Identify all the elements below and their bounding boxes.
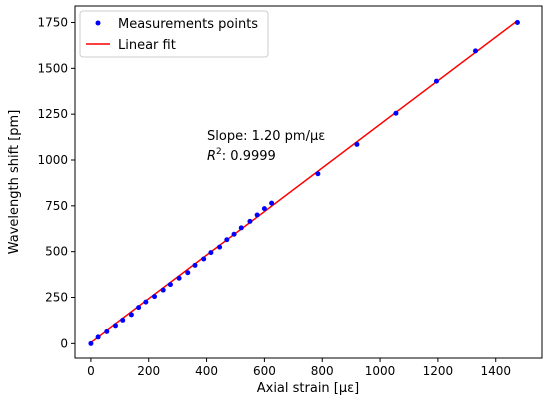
data-point <box>231 231 237 237</box>
data-point <box>104 328 110 334</box>
y-axis-label: Wavelength shift [pm] <box>7 110 22 255</box>
x-tick-label: 200 <box>137 364 160 378</box>
axes-frame <box>74 5 543 359</box>
x-tick-label: 0 <box>87 364 95 378</box>
data-point <box>88 340 94 346</box>
x-tick-label: 400 <box>195 364 218 378</box>
x-tick-label: 600 <box>253 364 276 378</box>
data-point <box>514 20 520 25</box>
data-point <box>128 312 134 318</box>
y-tick-label: 500 <box>45 245 68 259</box>
data-point <box>152 294 158 300</box>
data-point <box>433 78 439 84</box>
data-point <box>201 256 207 262</box>
y-tick-label: 1500 <box>37 61 68 75</box>
y-tick-label: 1250 <box>37 107 68 121</box>
x-tick-label: 1200 <box>423 364 454 378</box>
y-tick-label: 750 <box>45 199 68 213</box>
data-point <box>238 225 244 231</box>
data-point <box>167 282 173 288</box>
annotation-slope: Slope: 1.20 pm/με <box>207 129 325 144</box>
data-point <box>160 287 166 293</box>
data-point <box>185 270 191 276</box>
y-tick-label: 250 <box>45 291 68 305</box>
data-point <box>217 244 223 250</box>
legend-box <box>79 10 269 58</box>
x-axis-label: Axial strain [με] <box>257 381 360 396</box>
data-point <box>393 110 399 116</box>
annotation-r-squared-value: : 0.9999 <box>222 149 276 164</box>
data-point <box>261 206 267 212</box>
data-point <box>254 212 260 218</box>
data-point <box>315 171 321 177</box>
y-tick-label: 1750 <box>37 16 68 30</box>
data-point <box>208 250 214 256</box>
annotation-r-squared: R2: 0.9999 <box>207 147 276 164</box>
data-point <box>247 218 253 224</box>
data-point <box>224 237 230 243</box>
data-point <box>143 299 149 305</box>
plot-area <box>88 20 520 346</box>
legend-label-measurements: Measurements points <box>118 17 258 32</box>
x-tick-label: 1000 <box>365 364 396 378</box>
y-tick-label: 1000 <box>37 153 68 167</box>
data-point <box>192 262 198 268</box>
y-tick-label: 0 <box>60 336 68 350</box>
legend: Measurements points Linear fit <box>79 10 269 58</box>
ticks: 0 200 400 600 800 1000 1200 1400 0 250 500 750 1000 1… <box>37 16 511 379</box>
data-point <box>269 200 275 206</box>
data-point <box>112 323 118 329</box>
data-point <box>354 141 360 147</box>
x-tick-label: 1400 <box>480 364 511 378</box>
annotation-r-squared-symbol: R <box>207 149 216 164</box>
data-point <box>136 305 142 311</box>
data-point <box>95 334 101 340</box>
annotation-r-squared-exponent: 2 <box>216 147 222 157</box>
data-point <box>120 317 126 323</box>
legend-label-linear-fit: Linear fit <box>118 38 176 53</box>
x-tick-label: 800 <box>311 364 334 378</box>
data-point <box>176 275 182 281</box>
data-point <box>472 48 478 54</box>
legend-marker-measurements <box>95 20 101 26</box>
